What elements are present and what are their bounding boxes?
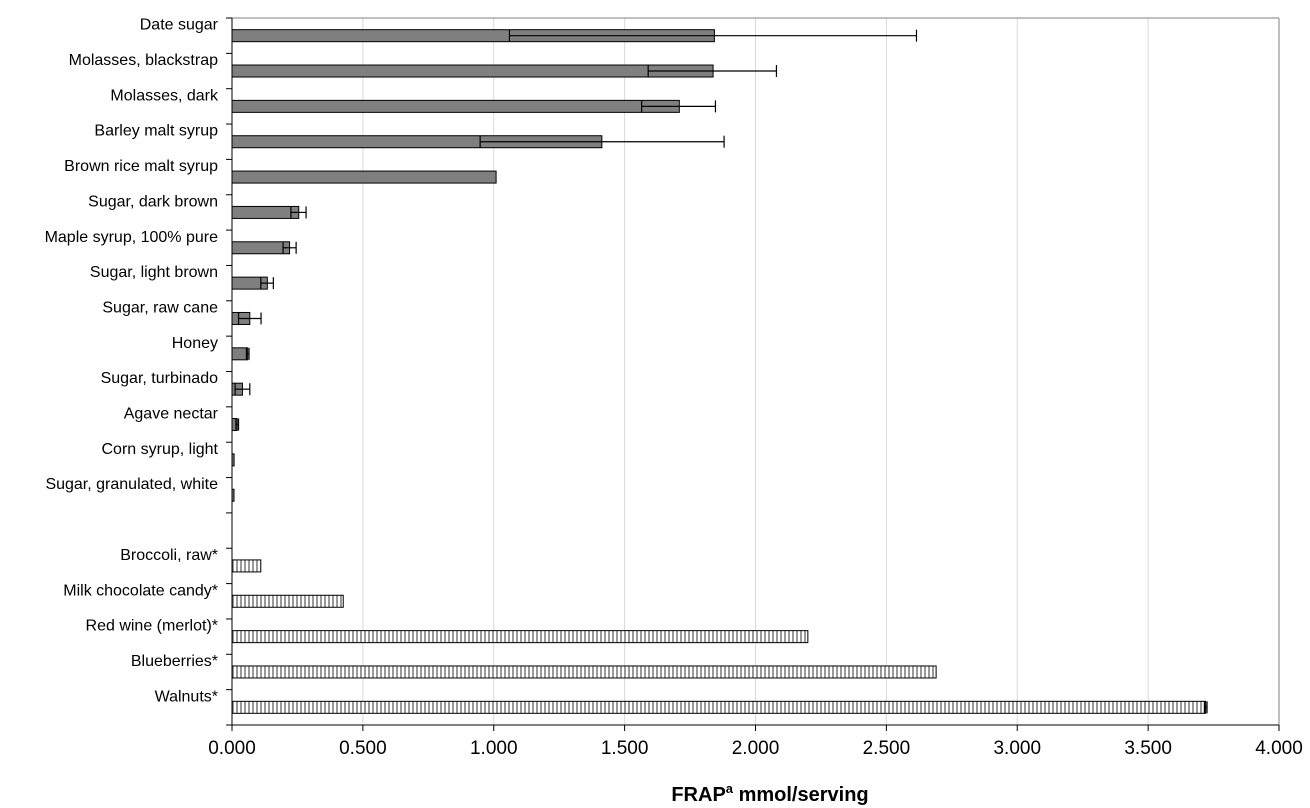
category-label: Barley malt syrup (94, 123, 218, 140)
category-label: Sugar, granulated, white (45, 476, 218, 493)
bar (231, 64, 714, 78)
bar (231, 205, 300, 219)
category-label: Sugar, light brown (90, 264, 218, 281)
bar (231, 665, 937, 679)
category-labels: Date sugar Molasses, blackstrap Molasses, … (45, 17, 219, 706)
category-label: Broccoli, raw* (120, 547, 218, 564)
bars-group (231, 29, 1207, 714)
gridlines (362, 18, 1280, 725)
x-tick-label: 3.000 (993, 738, 1041, 759)
category-label: Date sugar (140, 17, 219, 34)
x-tick-label: 2.500 (863, 738, 911, 759)
bar (231, 559, 262, 573)
category-label: Blueberries* (131, 653, 218, 670)
x-tick-label: 4.000 (1255, 738, 1303, 759)
category-label: Honey (172, 335, 218, 352)
category-label: Maple syrup, 100% pure (45, 229, 219, 246)
category-label: Molasses, blackstrap (69, 52, 218, 69)
category-label: Sugar, turbinado (101, 370, 219, 387)
category-label: Corn syrup, light (102, 441, 219, 458)
category-label: Milk chocolate candy* (63, 582, 218, 599)
bar (231, 347, 249, 361)
tick-labels: 0.000 0.500 1.000 1.500 2.000 2.500 3.000 3.500… (208, 738, 1303, 759)
bar (231, 170, 497, 184)
x-axis-title-superscript: a (726, 781, 734, 796)
bar (231, 241, 291, 255)
error-bars-group (234, 29, 1208, 714)
category-label: Walnuts* (155, 688, 218, 705)
category-label: Sugar, dark brown (88, 193, 218, 210)
x-tick-label: 2.000 (732, 738, 780, 759)
category-label: Agave nectar (124, 406, 219, 423)
category-label: Sugar, raw cane (102, 299, 218, 316)
x-tick-label: 3.500 (1124, 738, 1172, 759)
x-axis-title-main: FRAP (671, 784, 725, 806)
x-tick-label: 0.000 (208, 738, 256, 759)
category-label: Brown rice malt syrup (64, 158, 218, 175)
bar (231, 700, 1207, 714)
bar (231, 99, 680, 113)
bar (231, 630, 809, 644)
bar (231, 594, 344, 608)
x-axis-title: FRAPa mmol/serving (671, 781, 868, 806)
x-tick-label: 0.500 (339, 738, 387, 759)
x-tick-label: 1.500 (601, 738, 649, 759)
category-label: Molasses, dark (110, 87, 219, 104)
category-label: Red wine (merlot)* (86, 618, 218, 635)
x-axis-title-rest: mmol/serving (733, 784, 869, 806)
axes (226, 17, 1280, 731)
x-tick-label: 1.000 (470, 738, 518, 759)
